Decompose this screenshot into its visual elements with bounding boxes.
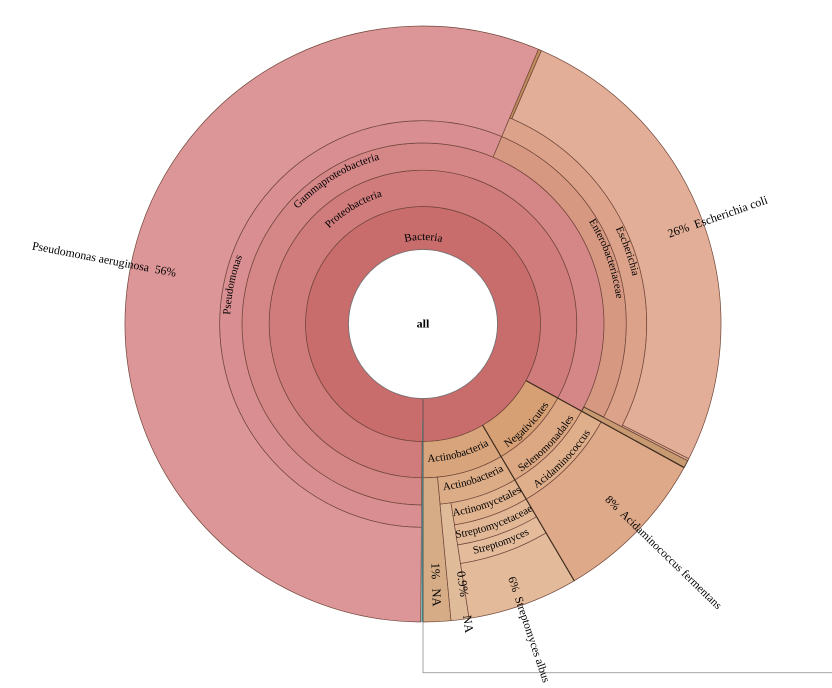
svg-text:all: all: [417, 317, 430, 331]
svg-text:1% NA: 1% NA: [428, 562, 444, 606]
svg-text:Bacteria: Bacteria: [403, 231, 443, 245]
